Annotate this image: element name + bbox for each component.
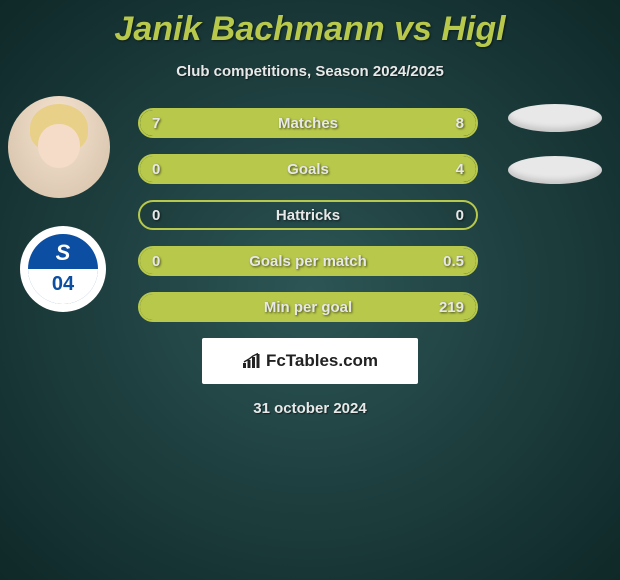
stat-row: 0Goals4 bbox=[138, 154, 478, 184]
stat-label: Goals bbox=[140, 156, 476, 182]
right-avatars bbox=[508, 104, 602, 208]
stat-row: Min per goal219 bbox=[138, 292, 478, 322]
left-avatars: S bbox=[8, 96, 110, 312]
stat-value-right: 0.5 bbox=[443, 248, 464, 274]
opponent-avatar-placeholder bbox=[508, 104, 602, 132]
stat-row: 0Goals per match0.5 bbox=[138, 246, 478, 276]
branding-text: FcTables.com bbox=[266, 351, 378, 371]
stat-label: Min per goal bbox=[140, 294, 476, 320]
comparison-title: Janik Bachmann vs Higl bbox=[0, 0, 620, 49]
stat-value-right: 8 bbox=[456, 110, 464, 136]
stat-label: Goals per match bbox=[140, 248, 476, 274]
snapshot-date: 31 october 2024 bbox=[0, 400, 620, 417]
stat-bars: 7Matches80Goals40Hattricks00Goals per ma… bbox=[138, 108, 478, 322]
opponent-avatar-placeholder bbox=[508, 156, 602, 184]
club-badge: S bbox=[20, 226, 106, 312]
stat-row: 7Matches8 bbox=[138, 108, 478, 138]
stat-label: Hattricks bbox=[140, 202, 476, 228]
stat-value-right: 0 bbox=[456, 202, 464, 228]
stat-row: 0Hattricks0 bbox=[138, 200, 478, 230]
stat-value-right: 4 bbox=[456, 156, 464, 182]
player-avatar bbox=[8, 96, 110, 198]
chart-icon bbox=[242, 353, 262, 369]
club-badge-letter: S bbox=[28, 240, 98, 266]
branding-badge: FcTables.com bbox=[202, 338, 418, 384]
stat-label: Matches bbox=[140, 110, 476, 136]
stat-value-right: 219 bbox=[439, 294, 464, 320]
comparison-main: S 7Matches80Goals40Hattricks00Goals per … bbox=[0, 108, 620, 322]
comparison-subtitle: Club competitions, Season 2024/2025 bbox=[0, 63, 620, 80]
